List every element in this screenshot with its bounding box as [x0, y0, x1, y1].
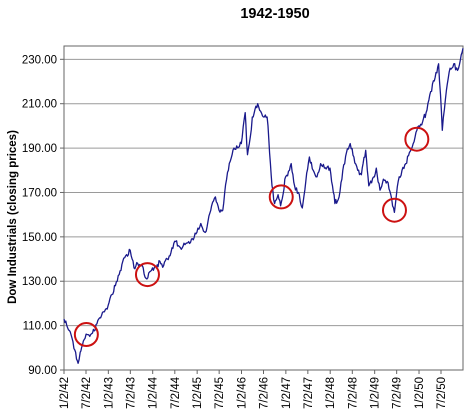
y-tick-label: 170.00 [22, 187, 57, 199]
annotation-circle [381, 197, 407, 223]
x-tick-label: 7/2/46 [259, 377, 271, 409]
gridlines [64, 58, 463, 371]
y-axis-title: Dow Industrials (closing prices) [7, 130, 19, 304]
annotation-circle [134, 262, 160, 288]
x-tick-label: 1/2/47 [281, 377, 293, 409]
y-tick-label: 190.00 [22, 143, 57, 155]
x-tick-label: 1/2/42 [59, 377, 71, 409]
annotation-layer [73, 126, 430, 347]
annotation-circle [268, 184, 294, 210]
y-tick-label: 210.00 [22, 99, 57, 111]
x-tick-label: 7/2/45 [214, 377, 226, 409]
x-tick-label: 1/2/50 [414, 377, 426, 409]
y-tick-label: 90.00 [28, 365, 57, 377]
x-tick-label: 7/2/44 [170, 376, 182, 409]
x-tick-label: 7/2/43 [125, 377, 137, 409]
series-layer [63, 48, 464, 364]
y-axis-ticks: 90.00 110.00 130.00 150.00 170.00 190.00 210.0… [22, 54, 64, 377]
x-tick-label: 1/2/49 [370, 377, 382, 409]
x-tick-label: 7/2/42 [81, 377, 93, 409]
annotation-circle [404, 126, 430, 152]
plot-area-frame [63, 45, 464, 371]
x-tick-label: 7/2/49 [392, 377, 404, 409]
x-tick-label: 1/2/46 [237, 377, 249, 409]
annotation-circle [73, 321, 99, 347]
x-axis-ticks: 1/2/42 7/2/42 1/2/43 7/2/43 1/2/44 7/2/44 1/2/… [59, 370, 448, 409]
x-tick-label: 7/2/47 [303, 377, 315, 409]
chart-title: 1942-1950 [240, 6, 309, 22]
y-tick-label: 230.00 [22, 54, 57, 66]
y-tick-label: 130.00 [22, 276, 57, 288]
x-tick-label: 1/2/45 [192, 377, 204, 409]
x-tick-label: 1/2/48 [325, 377, 337, 409]
y-tick-label: 110.00 [23, 321, 57, 333]
x-tick-label: 7/2/50 [436, 377, 448, 409]
x-tick-label: 1/2/44 [148, 376, 160, 409]
y-tick-label: 150.00 [22, 232, 57, 244]
x-tick-label: 7/2/48 [347, 377, 359, 409]
series-line [63, 48, 464, 364]
x-tick-label: 1/2/43 [103, 377, 115, 409]
